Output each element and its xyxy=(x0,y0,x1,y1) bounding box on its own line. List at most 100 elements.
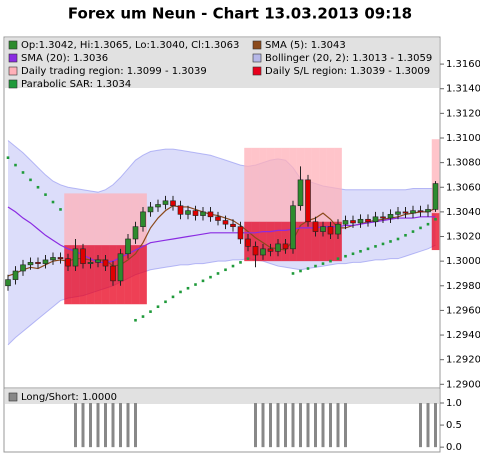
candle-body xyxy=(342,220,349,225)
bar xyxy=(269,403,272,448)
y-tick-label: 1.3060 xyxy=(446,182,480,193)
candle-body xyxy=(5,279,11,287)
sar-dot xyxy=(51,200,55,204)
region xyxy=(86,193,95,246)
candle-body xyxy=(140,211,146,227)
y-tick-label: 1.3080 xyxy=(446,158,480,169)
candle-body xyxy=(357,218,364,224)
candle-body xyxy=(177,205,184,215)
sar-dot xyxy=(389,240,392,243)
candle-body xyxy=(350,220,356,224)
region xyxy=(274,147,282,222)
y-tick-label: 1.3040 xyxy=(446,207,480,218)
sar-dot xyxy=(179,290,182,294)
legend-label: Parabolic SAR: 1.3034 xyxy=(21,79,131,90)
legend-swatch xyxy=(8,53,18,63)
candle-body xyxy=(57,257,64,259)
candle-body xyxy=(80,248,86,264)
indicator-plot: Long/Short: 1.0000 xyxy=(5,389,439,448)
legend-label: Daily S/L region: 1.3039 - 1.3009 xyxy=(265,66,430,77)
candle-body xyxy=(147,206,154,213)
candle-body xyxy=(372,216,379,223)
bar xyxy=(261,403,265,448)
candle-body xyxy=(155,204,161,208)
candle-body xyxy=(417,210,424,213)
sar-dot xyxy=(209,275,212,279)
y-tick-label: 0.0 xyxy=(446,442,462,453)
candle-body xyxy=(237,226,244,240)
sar-dot xyxy=(186,286,190,290)
candle-body xyxy=(162,200,169,205)
candle-body xyxy=(35,262,41,264)
legend-swatch xyxy=(252,40,262,50)
sar-dot xyxy=(224,268,227,272)
sar-dot xyxy=(21,171,25,174)
candle-body xyxy=(267,248,274,252)
sar-dot xyxy=(194,283,197,286)
region xyxy=(326,147,335,222)
legend: Op:1.3042, Hi:1.3065, Lo:1.3040, Cl:1.30… xyxy=(5,38,439,90)
candle-body xyxy=(252,246,259,256)
candle-body xyxy=(222,220,229,225)
candle-body xyxy=(95,259,101,263)
price-plot xyxy=(5,139,440,346)
region xyxy=(319,147,327,222)
bar xyxy=(254,403,257,448)
legend-swatch xyxy=(8,40,18,50)
legend-label: Long/Short: 1.0000 xyxy=(21,392,117,403)
candle-body xyxy=(42,259,49,264)
region xyxy=(326,221,335,262)
sar-dot xyxy=(164,300,167,304)
bar xyxy=(321,403,325,448)
region xyxy=(101,193,110,246)
sar-dot xyxy=(411,230,415,233)
region xyxy=(79,193,87,246)
region xyxy=(86,245,95,305)
bar xyxy=(336,403,340,448)
candle-body xyxy=(335,223,341,235)
bar xyxy=(81,403,85,448)
candle-body xyxy=(320,226,326,232)
candle-body xyxy=(125,238,131,255)
candle-body xyxy=(387,214,394,219)
legend-box xyxy=(5,38,439,88)
sar-dot xyxy=(141,315,145,318)
region xyxy=(259,221,267,262)
legend-swatch xyxy=(8,392,18,402)
y-tick-label: 1.3000 xyxy=(446,256,480,267)
candle-body xyxy=(260,248,266,256)
region xyxy=(334,221,342,262)
legend-swatch xyxy=(252,53,262,63)
region xyxy=(124,193,132,246)
sar-dot xyxy=(306,267,310,270)
sar-dot xyxy=(351,252,355,256)
bar xyxy=(276,403,280,448)
candle-body xyxy=(365,218,371,223)
sar-dot xyxy=(171,295,175,299)
legend-swatch xyxy=(252,66,262,76)
candle-body xyxy=(117,253,124,282)
indicator-line xyxy=(7,206,436,263)
sar-dot xyxy=(14,163,17,167)
candle-body xyxy=(200,211,206,216)
sar-dot xyxy=(299,269,302,273)
candle-body xyxy=(297,179,304,207)
bar xyxy=(119,403,122,448)
sar-dot xyxy=(6,156,10,159)
sar-dot xyxy=(381,242,385,246)
candle-body xyxy=(132,226,139,240)
sar-dot xyxy=(231,264,235,268)
candle-body xyxy=(87,262,94,264)
candle-body xyxy=(72,248,79,267)
candle-body xyxy=(395,211,401,215)
bar xyxy=(284,403,287,448)
sar-dot xyxy=(419,226,422,230)
sar-dot xyxy=(36,185,40,189)
candle-body xyxy=(185,210,191,215)
bar xyxy=(314,403,317,448)
candle-body xyxy=(432,183,439,210)
candle-body xyxy=(425,209,431,213)
legend-swatch xyxy=(8,79,18,89)
sar-dot xyxy=(404,233,407,237)
region xyxy=(431,213,440,251)
